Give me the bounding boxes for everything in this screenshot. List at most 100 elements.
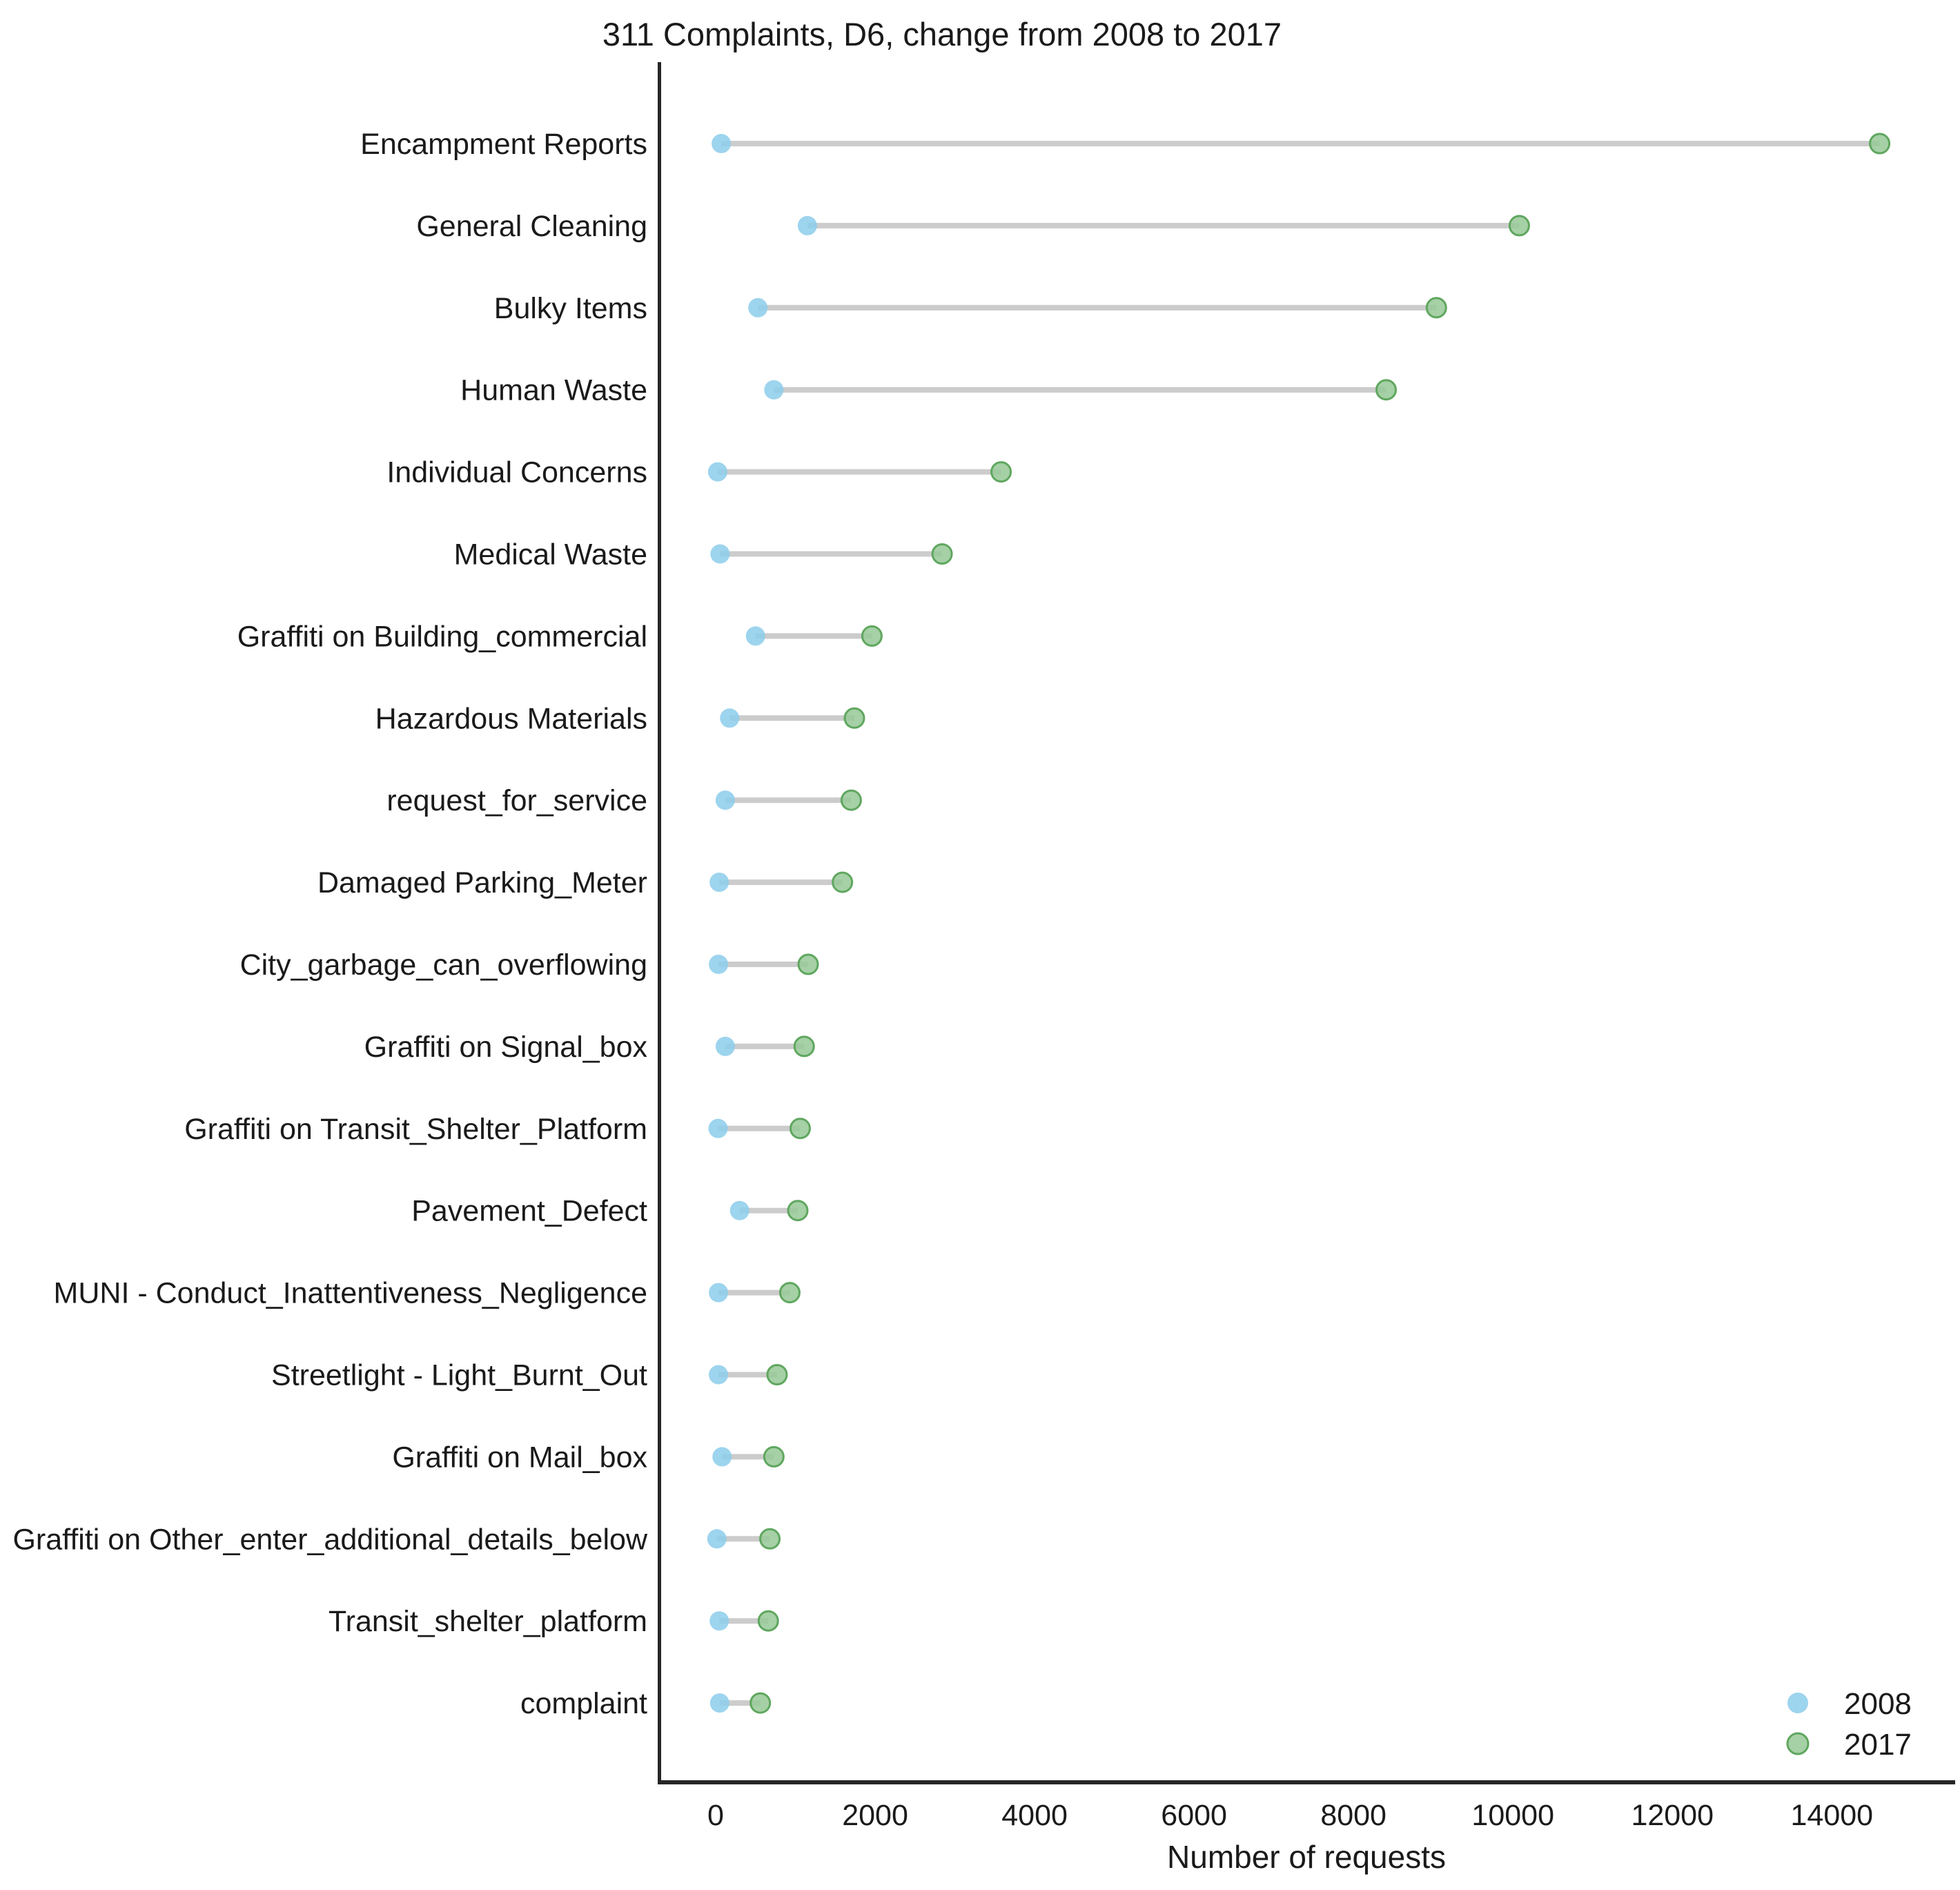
legend: 2008 2017 (1786, 1687, 1912, 1762)
dot-2017 (843, 707, 865, 729)
dumbbell-row (707, 1528, 781, 1550)
dot-2017 (749, 1692, 772, 1714)
dot-2008 (712, 1447, 732, 1467)
category-label: Graffiti on Signal_box (364, 1031, 648, 1064)
category-label: Streetlight - Light_Burnt_Out (271, 1359, 647, 1392)
dot-2017 (787, 1200, 809, 1222)
x-tick-labels: 0 2000 4000 6000 8000 10000 12000 14000 (707, 1799, 1873, 1832)
dot-2017 (1869, 133, 1891, 155)
dot-2017 (931, 543, 953, 565)
dot-2017 (990, 461, 1012, 483)
category-labels: Encampment Reports General Cleaning Bulky … (12, 128, 647, 1720)
category-label: MUNI - Conduct_Inattentiveness_Negligenc… (54, 1277, 647, 1310)
category-label: Bulky Items (494, 292, 647, 325)
dumbbell-row (707, 461, 1012, 483)
dot-2008 (764, 380, 784, 400)
dot-2008 (712, 134, 732, 153)
dot-2017 (793, 1035, 815, 1058)
dumbbell-row (748, 297, 1447, 319)
x-tick-label: 8000 (1320, 1799, 1386, 1832)
category-label: Graffiti on Building_commercial (237, 620, 647, 653)
dot-2008 (715, 790, 735, 810)
dot-2008 (707, 462, 727, 482)
dot-2017 (1375, 379, 1398, 401)
dot-2008 (797, 215, 817, 235)
legend-dot-2008 (1787, 1693, 1808, 1713)
dot-2008 (729, 1200, 749, 1220)
dot-2008 (709, 1365, 729, 1385)
category-label: Encampment Reports (360, 128, 647, 161)
dot-2008 (709, 873, 729, 893)
dumbbell-row (715, 1035, 815, 1058)
x-tick-label: 0 (707, 1799, 724, 1832)
dumbbell-rows (707, 133, 1891, 1714)
dumbbell-row (709, 1282, 801, 1304)
dumbbell-row (709, 1364, 788, 1385)
dot-2008 (709, 955, 729, 974)
category-label: Human Waste (460, 374, 647, 407)
dot-2008 (708, 1118, 728, 1138)
x-axis-label: Number of requests (1167, 1839, 1446, 1875)
dot-2008 (720, 708, 740, 728)
dumbbell-row (729, 1200, 809, 1222)
dumbbell-row (745, 625, 883, 647)
x-tick-label: 2000 (842, 1799, 908, 1832)
dot-2017 (759, 1528, 781, 1550)
category-label: Hazardous Materials (375, 702, 647, 735)
category-label: Medical Waste (454, 538, 647, 572)
dumbbell-row (715, 789, 862, 811)
x-tick-label: 12000 (1631, 1799, 1714, 1832)
dumbbell-row (709, 1610, 779, 1632)
category-label: Damaged Parking_Meter (317, 866, 647, 899)
dot-2008 (709, 1611, 729, 1631)
dot-2017 (757, 1610, 779, 1632)
y-axis-spine (658, 62, 661, 1784)
dot-2008 (709, 1283, 729, 1303)
dot-2017 (778, 1282, 801, 1304)
dumbbell-row (764, 379, 1398, 401)
dot-2017 (832, 871, 854, 893)
dot-2008 (715, 1036, 735, 1056)
category-label: Pavement_Defect (411, 1195, 647, 1228)
x-tick-label: 6000 (1161, 1799, 1227, 1832)
x-tick-label: 14000 (1790, 1799, 1873, 1832)
legend-label-2017: 2017 (1844, 1728, 1912, 1762)
dumbbell-row (712, 133, 1891, 155)
dot-2017 (1508, 215, 1530, 237)
dot-2017 (797, 953, 819, 975)
category-label: complaint (520, 1687, 647, 1720)
x-tick-label: 4000 (1001, 1799, 1068, 1832)
dumbbell-row (712, 1445, 785, 1468)
dot-2008 (707, 1529, 727, 1549)
chart-title: 311 Complaints, D6, change from 2008 to … (602, 16, 1282, 52)
dot-2017 (763, 1445, 785, 1468)
dot-2017 (840, 789, 862, 811)
dot-2017 (766, 1364, 788, 1385)
dot-2008 (710, 544, 730, 564)
x-tick-label: 10000 (1471, 1799, 1554, 1832)
dot-2008 (745, 626, 765, 646)
dumbbell-row (709, 1692, 772, 1714)
x-axis-spine (658, 1780, 1955, 1784)
category-label: Individual Concerns (386, 456, 647, 489)
category-label: General Cleaning (416, 210, 647, 243)
dot-2017 (789, 1118, 811, 1140)
dumbbell-row (720, 707, 865, 729)
dot-2008 (748, 298, 768, 318)
dot-2008 (709, 1693, 729, 1713)
category-label: Transit_shelter_platform (329, 1605, 647, 1638)
category-label: Graffiti on Other_enter_additional_detai… (12, 1523, 647, 1556)
dumbbell-row (709, 871, 854, 893)
dot-2017 (1425, 297, 1447, 319)
dumbbell-row (709, 953, 819, 975)
legend-label-2008: 2008 (1844, 1687, 1912, 1721)
category-label: request_for_service (386, 784, 647, 817)
category-label: Graffiti on Transit_Shelter_Platform (184, 1113, 647, 1146)
legend-dot-2017 (1786, 1732, 1810, 1755)
dot-2017 (861, 625, 883, 647)
dumbbell-row (710, 543, 953, 565)
category-label: Graffiti on Mail_box (392, 1441, 647, 1474)
dumbbell-row (797, 215, 1530, 237)
